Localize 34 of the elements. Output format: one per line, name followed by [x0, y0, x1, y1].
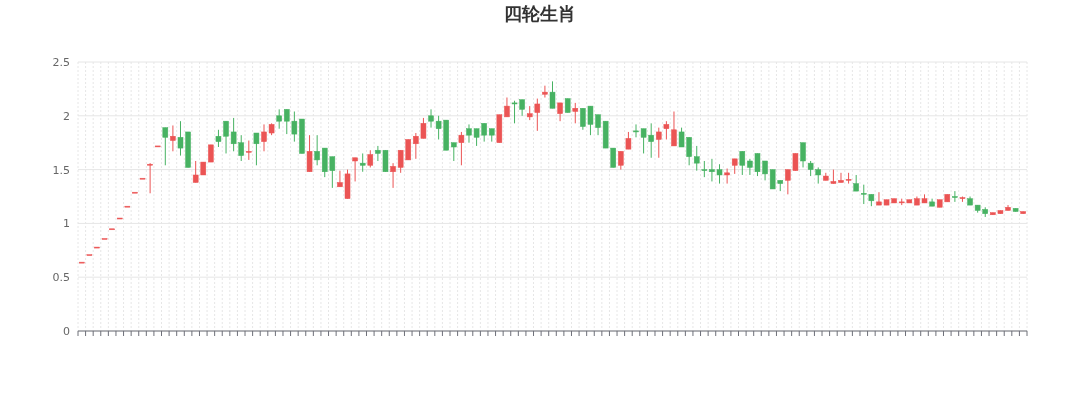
candlestick: [800, 142, 806, 168]
y-tick-label: 2.5: [52, 56, 70, 69]
candlestick: [671, 111, 677, 147]
candlestick: [451, 142, 457, 162]
candlestick: [656, 127, 662, 159]
y-tick-label: 0: [63, 325, 70, 338]
candlestick: [549, 80, 556, 109]
y-tick-label: 0.5: [52, 271, 70, 285]
candlestick: [162, 127, 169, 166]
candlestick: [739, 150, 746, 176]
candlestick: [246, 140, 252, 161]
y-tick-label: 1.5: [52, 163, 70, 177]
candlestick: [557, 102, 563, 122]
candlestick: [352, 157, 358, 182]
candlestick: [276, 108, 282, 130]
candlestick: [693, 145, 700, 172]
y-tick-label: 2: [63, 109, 70, 123]
candlestick: [542, 85, 548, 99]
candlestick: [147, 162, 153, 194]
y-tick-label: 1: [63, 217, 70, 231]
candlestick: [170, 124, 176, 152]
candlestick: [306, 134, 313, 173]
candlestick: [314, 134, 320, 166]
candlestick: [458, 131, 465, 166]
candlestick: [534, 98, 541, 132]
candlestick: [390, 162, 396, 189]
candlestick: [724, 168, 730, 185]
candlestick: [952, 190, 958, 203]
candlestick: [359, 152, 366, 173]
candlestick: [253, 132, 260, 166]
candlestick: [663, 120, 670, 140]
candlestick: [572, 102, 579, 124]
chart-title: 四轮生肖: [504, 3, 576, 24]
candlestick: [618, 150, 624, 171]
